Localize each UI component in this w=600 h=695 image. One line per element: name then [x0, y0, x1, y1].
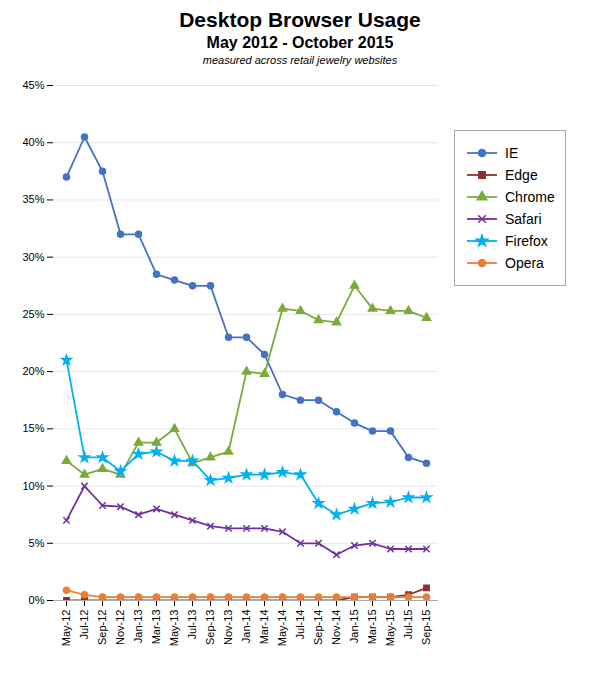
- svg-text:Jan-15: Jan-15: [348, 610, 360, 644]
- svg-text:30%: 30%: [22, 251, 44, 263]
- svg-text:Nov-14: Nov-14: [330, 610, 342, 645]
- html-text:Firefox: Firefox: [505, 233, 548, 249]
- html-text:IE: IE: [505, 145, 519, 161]
- svg-text:Jul-13: Jul-13: [186, 610, 198, 640]
- svg-text:Nov-13: Nov-13: [222, 610, 234, 645]
- svg-text:45%: 45%: [22, 79, 44, 91]
- svg-text:Sep-14: Sep-14: [312, 610, 324, 645]
- svg-text:Sep-12: Sep-12: [96, 610, 108, 645]
- svg-text:Sep-13: Sep-13: [204, 610, 216, 645]
- html-text:Edge: Edge: [505, 167, 538, 183]
- svg-text:Jul-15: Jul-15: [402, 610, 414, 640]
- svg-text:10%: 10%: [22, 480, 44, 492]
- svg-text:20%: 20%: [22, 365, 44, 377]
- svg-text:5%: 5%: [29, 537, 45, 549]
- svg-text:May-15: May-15: [384, 610, 396, 647]
- html-text:measured across retail jewelry: measured across retail jewelry websites: [202, 54, 398, 66]
- svg-text:Mar-14: Mar-14: [258, 610, 270, 645]
- svg-text:Sep-15: Sep-15: [420, 610, 432, 645]
- svg-text:Nov-12: Nov-12: [114, 610, 126, 645]
- svg-text:0%: 0%: [29, 594, 45, 606]
- html-text:Opera: Opera: [505, 255, 544, 271]
- svg-text:Jul-14: Jul-14: [294, 610, 306, 640]
- svg-text:40%: 40%: [22, 136, 44, 148]
- svg-text:May-14: May-14: [276, 610, 288, 647]
- svg-text:Jan-14: Jan-14: [240, 610, 252, 644]
- svg-text:Jan-13: Jan-13: [132, 610, 144, 644]
- svg-text:35%: 35%: [22, 193, 44, 205]
- svg-text:25%: 25%: [22, 308, 44, 320]
- svg-text:May-12: May-12: [60, 610, 72, 647]
- svg-text:Jul-12: Jul-12: [78, 610, 90, 640]
- svg-text:May-13: May-13: [168, 610, 180, 647]
- html-text:Chrome: Chrome: [505, 189, 555, 205]
- html-text:Safari: Safari: [505, 211, 542, 227]
- html-text:May 2012 - October 2015: May 2012 - October 2015: [206, 34, 394, 51]
- svg-text:Mar-15: Mar-15: [366, 610, 378, 645]
- html-text:Desktop Browser Usage: Desktop Browser Usage: [179, 8, 421, 31]
- svg-text:Mar-13: Mar-13: [150, 610, 162, 645]
- svg-text:15%: 15%: [22, 422, 44, 434]
